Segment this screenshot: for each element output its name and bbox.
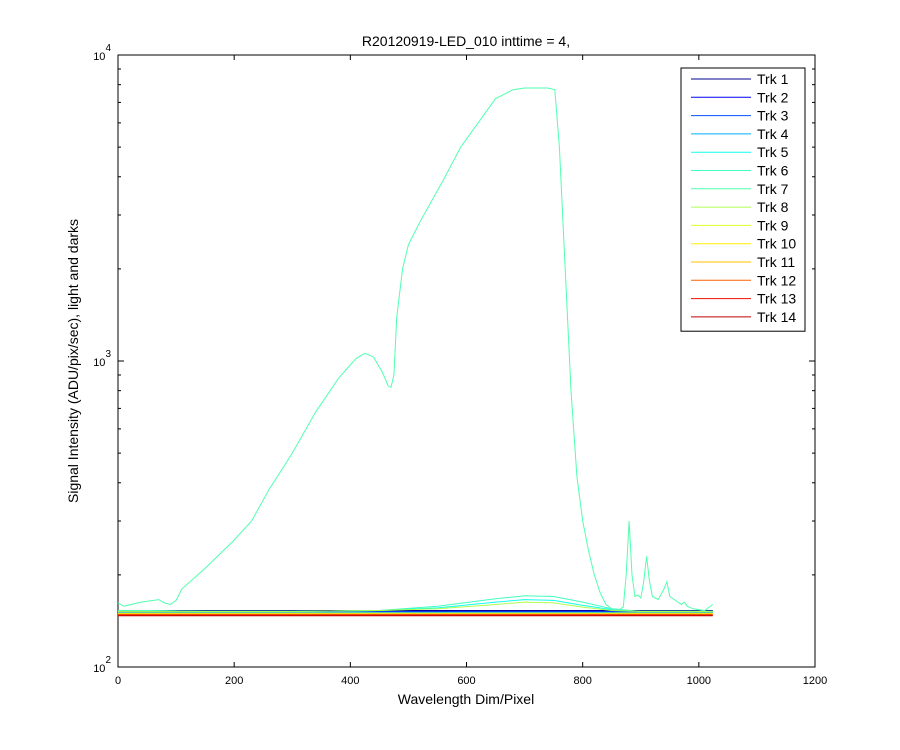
legend-label-trk-12: Trk 12 — [757, 272, 796, 288]
y-axis-label: Signal Intensity (ADU/pix/sec), light an… — [65, 219, 81, 503]
x-tick-label: 1200 — [803, 675, 827, 687]
legend-label-trk-11: Trk 11 — [757, 254, 795, 270]
x-tick-label: 0 — [115, 675, 121, 687]
legend-label-trk-7: Trk 7 — [757, 181, 789, 197]
legend-label-trk-4: Trk 4 — [757, 126, 789, 142]
legend-box — [680, 67, 806, 332]
series-line-trk-8 — [118, 601, 713, 612]
x-tick-label: 1000 — [687, 675, 711, 687]
legend-label-trk-14: Trk 14 — [757, 309, 796, 325]
legend-label-trk-6: Trk 6 — [757, 163, 789, 179]
y-tick-label: 103 — [93, 349, 111, 369]
legend-label-trk-10: Trk 10 — [757, 236, 796, 252]
x-tick-label: 800 — [573, 675, 591, 687]
x-tick-label: 600 — [457, 675, 475, 687]
legend-label-trk-3: Trk 3 — [757, 108, 789, 124]
legend-label-trk-5: Trk 5 — [757, 144, 789, 160]
y-tick-label: 104 — [93, 43, 111, 63]
x-tick-label: 400 — [341, 675, 359, 687]
x-axis-label: Wavelength Dim/Pixel — [398, 691, 534, 707]
legend-label-trk-13: Trk 13 — [757, 291, 796, 307]
ticks-layer: 0 200 400 600 800 1000 1200 102 103 104 — [93, 43, 827, 687]
x-tick-label: 200 — [225, 675, 243, 687]
legend-label-trk-2: Trk 2 — [757, 89, 789, 105]
legend-label-trk-1: Trk 1 — [757, 71, 789, 87]
legend: Trk 1 Trk 2 Trk 3 Trk 4 Trk 5 Trk 6 Trk 7 Trk 8… — [680, 67, 806, 332]
chart-title: R20120919-LED_010 inttime = 4, — [362, 33, 570, 49]
series-layer — [117, 87, 714, 617]
legend-label-trk-8: Trk 8 — [757, 199, 789, 215]
legend-label-trk-9: Trk 9 — [757, 217, 789, 233]
y-tick-label: 102 — [93, 655, 111, 675]
series-line-trk-7 — [117, 87, 714, 612]
